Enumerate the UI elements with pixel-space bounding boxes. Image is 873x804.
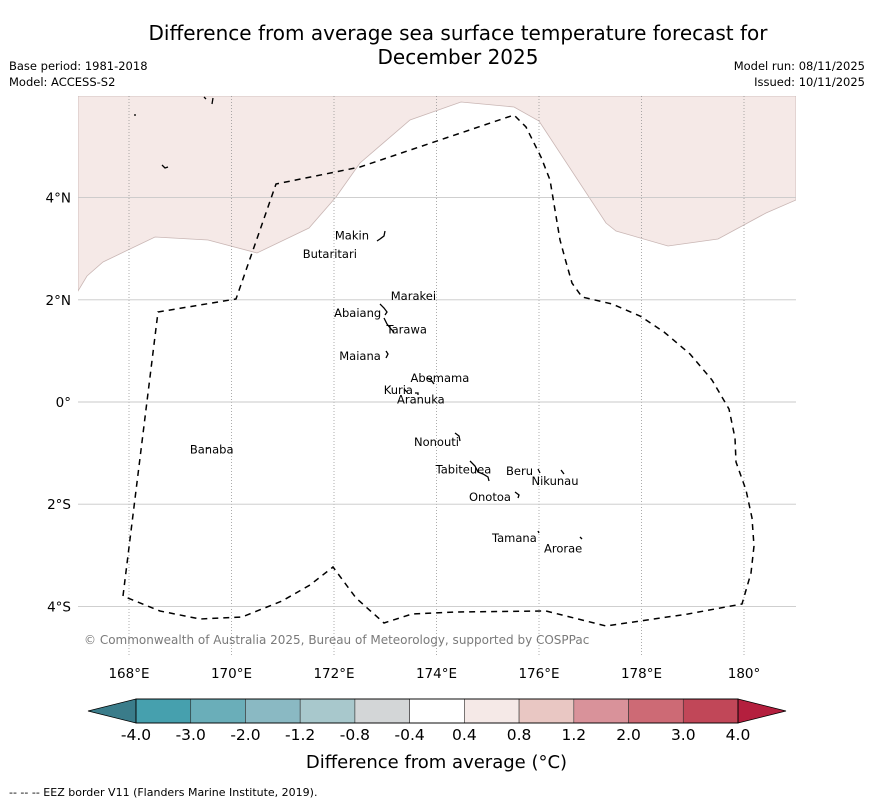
latitude-label: 4°N (46, 191, 71, 207)
longitude-label: 174°E (416, 666, 457, 682)
island-label: Kuria (384, 383, 413, 397)
island-mark (454, 432, 461, 442)
colorbar-tick-label: 0.4 (452, 726, 477, 744)
colorbar: -4.0 -3.0 -2.0 -1.2 -0.8 -0.4 0.4 0.8 1.2 2.0 3.0 4… (87, 698, 787, 744)
copyright-text: © Commonwealth of Australia 2025, Bureau… (84, 633, 589, 647)
colorbar-tick-label: 2.0 (616, 726, 641, 744)
colorbar-bin (573, 698, 629, 724)
island-label: Banaba (190, 442, 234, 456)
island-label: Tarawa (386, 322, 427, 336)
longitude-tick-labels: 168°E 170°E 172°E 174°E 176°E 178°E 180° (108, 666, 760, 682)
colorbar-bin (518, 698, 575, 724)
colorbar-tick-label: 0.8 (507, 726, 532, 744)
island-mark (469, 460, 490, 482)
colorbar-bin (682, 698, 739, 724)
colorbar-under-extension (87, 698, 137, 724)
island-label: Makin (335, 228, 369, 242)
colorbar-frame (135, 698, 739, 724)
island-mark (161, 164, 169, 169)
island-label: Marakei (391, 289, 436, 303)
island-mark (403, 388, 419, 395)
island-label: Arorae (544, 541, 582, 555)
colorbar-tick-label: 3.0 (671, 726, 696, 744)
model-name: Model: ACCESS-S2 (9, 75, 116, 89)
colorbar-bin (190, 698, 246, 724)
colorbar-tick-label: -0.4 (395, 726, 425, 744)
island-label: Abemama (411, 371, 470, 385)
colorbar-bin (409, 698, 465, 724)
longitude-label: 172°E (313, 666, 354, 682)
colorbar-bin (464, 698, 520, 724)
island-mark (385, 350, 389, 359)
island-mark (383, 317, 395, 333)
island-labels: Makin Butaritari Marakei Abaiang Tarawa Maian… (190, 228, 582, 555)
island-outlines (134, 96, 583, 540)
island-label: Beru (506, 464, 533, 478)
island-label: Nonouti (414, 435, 459, 449)
island-label: Butaritari (303, 247, 357, 261)
latitude-label: 0° (56, 395, 71, 411)
colorbar-title: Difference from average (°C) (305, 752, 568, 773)
colorbar-bin (135, 698, 192, 724)
colorbar-bin (628, 698, 684, 724)
map-title: Difference from average sea surface temp… (0, 21, 873, 69)
colorbar-tick-label: -1.2 (285, 726, 315, 744)
meta-right: Model run: 08/11/2025 Issued: 10/11/2025 (734, 58, 865, 90)
island-mark (426, 377, 435, 385)
title-line-1: Difference from average sea surface temp… (148, 21, 768, 45)
colorbar-tick-label: -0.8 (340, 726, 370, 744)
title-line-2: December 2025 (377, 45, 539, 69)
island-mark (203, 96, 214, 105)
colorbar-bin (299, 698, 356, 724)
colorbar-tick-label: -2.0 (230, 726, 260, 744)
eez-legend-note: -- -- -- EEZ border V11 (Flanders Marine… (9, 786, 318, 799)
colorbar-bin (245, 698, 301, 724)
colorbar-tick-label: 4.0 (726, 726, 751, 744)
issued-date: Issued: 10/11/2025 (754, 75, 865, 89)
island-mark (537, 468, 541, 474)
island-mark (514, 491, 520, 499)
latitude-label: 4°S (47, 599, 71, 615)
longitude-label: 176°E (518, 666, 559, 682)
base-period: Base period: 1981-2018 (9, 59, 148, 73)
latitude-label: 2°S (47, 497, 71, 513)
colorbar-tick-label: -3.0 (176, 726, 206, 744)
colorbar-over-extension (737, 698, 787, 724)
longitude-label: 178°E (621, 666, 662, 682)
longitude-label: 170°E (211, 666, 252, 682)
island-mark (379, 303, 388, 316)
graticule (78, 96, 796, 655)
map-plot-area: Makin Butaritari Marakei Abaiang Tarawa Maian… (78, 96, 796, 655)
island-label: Nikunau (532, 474, 579, 488)
longitude-label: 180° (728, 666, 761, 682)
latitude-label: 2°N (46, 293, 71, 309)
island-mark (376, 230, 386, 242)
colorbar-tick-label: -4.0 (121, 726, 151, 744)
island-label: Abaiang (334, 306, 381, 320)
eez-border (122, 114, 755, 627)
island-mark (560, 469, 565, 475)
longitude-label: 168°E (108, 666, 149, 682)
island-mark (537, 530, 540, 534)
colorbar-tick-label: 1.2 (561, 726, 586, 744)
colorbar-bin (354, 698, 410, 724)
latitude-tick-labels: 4°N 2°N 0° 2°S 4°S (46, 191, 71, 616)
meta-left: Base period: 1981-2018 Model: ACCESS-S2 (9, 58, 148, 90)
model-run: Model run: 08/11/2025 (733, 59, 865, 73)
island-label: Tabiteuea (435, 462, 492, 476)
island-label: Tamana (491, 531, 537, 545)
island-label: Maiana (339, 349, 381, 363)
island-label: Aranuka (397, 392, 445, 406)
island-mark (579, 536, 583, 540)
island-label: Onotoa (469, 490, 511, 504)
